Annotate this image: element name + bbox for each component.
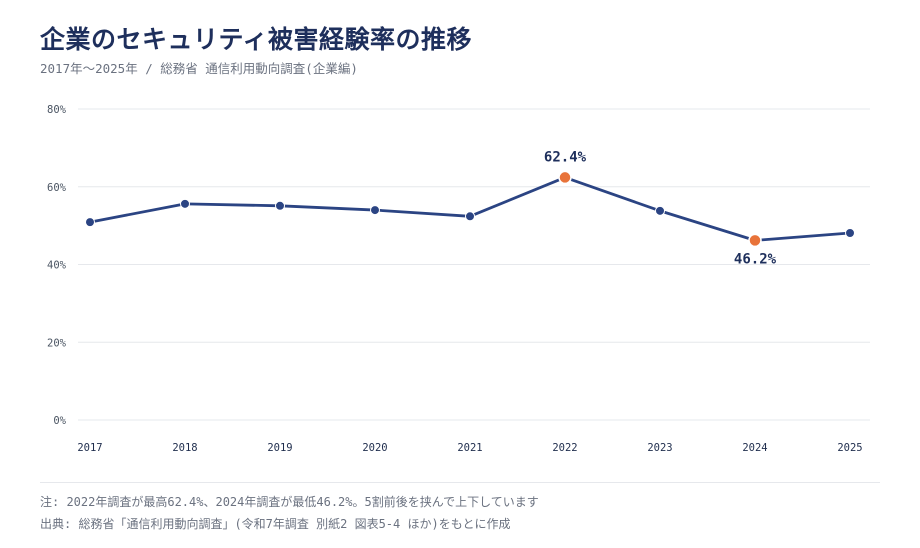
y-tick-label: 80%	[47, 104, 67, 116]
chart-note: 注: 2022年調査が最高62.4%、2024年調査が最低46.2%。5割前後を…	[40, 495, 539, 509]
data-label: 46.2%	[734, 251, 777, 267]
highlight-point	[748, 233, 762, 248]
x-tick-label: 2024	[742, 442, 767, 454]
line-chart: 0% 20% 40% 60% 80% 2017 2018 2019 2020 2021 2022 20…	[47, 104, 870, 454]
data-point	[180, 198, 190, 209]
data-point	[655, 205, 665, 216]
x-tick-label: 2018	[172, 442, 197, 454]
footnote-divider	[40, 482, 880, 483]
highlight-point	[558, 170, 572, 185]
data-point	[275, 200, 285, 211]
data-point	[845, 228, 855, 239]
x-tick-label: 2021	[457, 442, 482, 454]
data-label: 62.4%	[544, 149, 587, 165]
x-tick-label: 2020	[362, 442, 387, 454]
data-point	[370, 205, 380, 216]
y-tick-label: 40%	[47, 260, 67, 272]
chart-source: 出典: 総務省「通信利用動向調査」(令和7年調査 別紙2 図表5-4 ほか)をも…	[40, 517, 511, 531]
x-tick-label: 2023	[647, 442, 672, 454]
y-tick-label: 0%	[53, 415, 66, 427]
data-point	[85, 217, 95, 228]
chart-title: 企業のセキュリティ被害経験率の推移	[40, 25, 473, 54]
y-tick-label: 60%	[47, 182, 67, 194]
data-point	[465, 211, 475, 222]
x-tick-label: 2025	[837, 442, 862, 454]
x-tick-label: 2022	[552, 442, 577, 454]
x-tick-label: 2019	[267, 442, 292, 454]
y-tick-label: 20%	[47, 337, 67, 349]
x-tick-label: 2017	[77, 442, 102, 454]
chart-subtitle: 2017年～2025年 / 総務省 通信利用動向調査(企業編)	[40, 61, 358, 76]
